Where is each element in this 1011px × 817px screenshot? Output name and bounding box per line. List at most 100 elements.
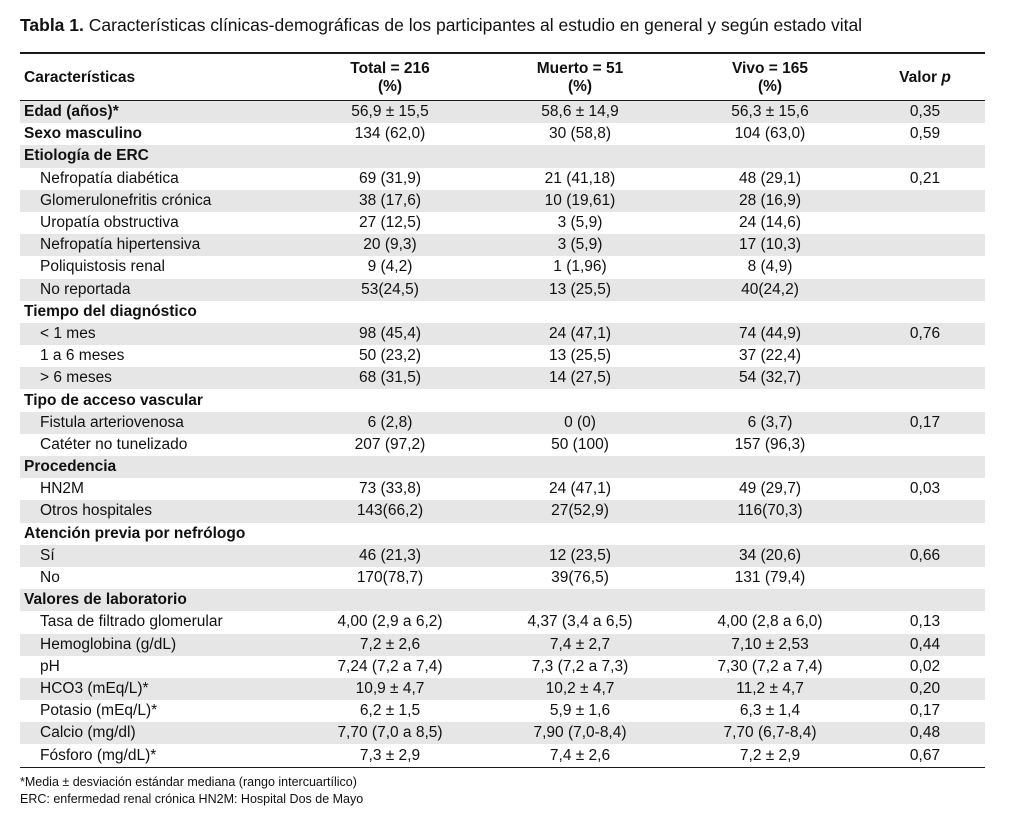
cell-p-value	[865, 389, 985, 411]
cell-vivo: 7,10 ± 2,53	[675, 633, 865, 656]
cell-p-value	[865, 345, 985, 367]
cell-p-value	[865, 301, 985, 323]
header-p-prefix: Valor	[899, 69, 942, 86]
cell-muerto: 5,9 ± 1,6	[549, 702, 611, 720]
cell-muerto	[485, 389, 675, 411]
cell-muerto: 27(52,9)	[485, 500, 675, 523]
row-label: Catéter no tunelizado	[40, 435, 188, 453]
row-label: Tasa de filtrado glomerular	[40, 613, 223, 631]
footnote-1: *Media ± desviación estándar mediana (ra…	[20, 775, 357, 789]
row-label: Fósforo (mg/dL)*	[40, 746, 157, 764]
table-row: > 6 meses 68 (31,5) 14 (27,5) 54 (32,7)	[20, 367, 985, 390]
cell-p-value: 0,20	[865, 677, 985, 701]
table-row: Calcio (mg/dl) 7,70 (7,0 a 8,5) 7,90 (7,0-…	[20, 722, 985, 745]
cell-muerto: 10 (19,61)	[485, 189, 675, 212]
row-label: Valores de laboratorio	[20, 589, 295, 612]
cell-p-value: 0,67	[909, 746, 941, 764]
table-row: Catéter no tunelizado 207 (97,2) 50 (100) 1…	[20, 434, 985, 456]
cell-vivo	[675, 145, 865, 168]
cell-p-value: 0,59	[909, 125, 941, 143]
row-label: > 6 meses	[20, 367, 295, 390]
cell-vivo	[675, 589, 865, 612]
cell-vivo: 6,3 ± 1,4	[739, 702, 801, 720]
cell-vivo: 116(70,3)	[675, 500, 865, 523]
table-body: Edad (años)* 56,9 ± 15,5 58,6 ± 14,9 56,3 ±…	[20, 100, 985, 768]
cell-vivo: 7,2 ± 2,9	[739, 746, 801, 764]
cell-vivo	[675, 523, 865, 545]
cell-total: 69 (31,9)	[358, 169, 422, 187]
cell-p-value	[865, 434, 985, 456]
row-label: Poliquistosis renal	[40, 258, 165, 276]
table-row: Potasio (mEq/L)* 6,2 ± 1,5 5,9 ± 1,6 6,3 ± …	[20, 700, 985, 722]
row-label: Etiología de ERC	[20, 145, 295, 168]
cell-total: 7,3 ± 2,9	[359, 746, 421, 764]
table-row: Hemoglobina (g/dL) 7,2 ± 2,6 7,4 ± 2,7 7,10…	[20, 633, 985, 656]
cell-muerto: 12 (23,5)	[485, 544, 675, 567]
cell-p-value: 0,17	[865, 411, 985, 434]
cell-muerto: 0 (0)	[485, 411, 675, 434]
row-label: Sí	[20, 544, 295, 567]
cell-muerto: 7,4 ± 2,7	[485, 633, 675, 656]
cell-muerto: 10,2 ± 4,7	[485, 677, 675, 701]
cell-vivo: 131 (79,4)	[734, 569, 806, 587]
table-caption: Características clínicas-demográficas de…	[88, 15, 863, 35]
row-label: Atención previa por nefrólogo	[24, 524, 246, 542]
cell-total: 20 (9,3)	[295, 234, 485, 257]
header-vivo-line2: (%)	[757, 78, 783, 95]
cell-vivo: 17 (10,3)	[675, 234, 865, 257]
cell-muerto	[485, 456, 675, 479]
table-row: pH 7,24 (7,2 a 7,4) 7,3 (7,2 a 7,3) 7,30 (7…	[20, 656, 985, 678]
cell-vivo: 157 (96,3)	[734, 435, 806, 453]
row-label: Glomerulonefritis crónica	[20, 189, 295, 212]
cell-p-value	[865, 278, 985, 301]
cell-vivo: 7,70 (6,7-8,4)	[675, 722, 865, 745]
table-row: Fistula arteriovenosa 6 (2,8) 0 (0) 6 (3,7)…	[20, 411, 985, 434]
row-label: Otros hospitales	[20, 500, 295, 523]
row-label: Edad (años)*	[20, 100, 295, 124]
cell-total	[295, 523, 485, 545]
cell-p-value	[865, 189, 985, 212]
row-label: Nefropatía diabética	[40, 169, 179, 187]
cell-muerto: 7,4 ± 2,6	[549, 746, 611, 764]
row-label: Procedencia	[20, 456, 295, 479]
cell-muerto: 4,37 (3,4 a 6,5)	[527, 613, 633, 631]
cell-muerto: 50 (100)	[551, 435, 609, 453]
cell-total	[295, 145, 485, 168]
row-label: Uropatía obstructiva	[40, 214, 179, 232]
cell-muerto: 14 (27,5)	[485, 367, 675, 390]
table-row: HN2M 73 (33,8) 24 (47,1) 49 (29,7) 0,03	[20, 478, 985, 500]
cell-p-value: 0,21	[909, 169, 941, 187]
cell-muerto: 24 (47,1)	[485, 322, 675, 346]
cell-vivo: 7,30 (7,2 a 7,4)	[717, 657, 823, 675]
cell-p-value	[865, 145, 985, 168]
row-label: < 1 mes	[20, 322, 295, 346]
header-total-line2: (%)	[377, 78, 403, 95]
table-row: Glomerulonefritis crónica 38 (17,6) 10 (19…	[20, 189, 985, 212]
cell-p-value	[865, 212, 985, 234]
row-label: Tiempo del diagnóstico	[24, 302, 197, 320]
cell-vivo	[675, 389, 865, 411]
cell-muerto: 7,90 (7,0-8,4)	[485, 722, 675, 745]
cell-total: 9 (4,2)	[367, 258, 413, 276]
table-row: Fósforo (mg/dL)* 7,3 ± 2,9 7,4 ± 2,6 7,2 ± …	[20, 744, 985, 768]
cell-muerto: 13 (25,5)	[485, 278, 675, 301]
cell-vivo: 34 (20,6)	[675, 544, 865, 567]
table-row: Tiempo del diagnóstico	[20, 301, 985, 323]
header-total-line1: Total = 216	[350, 60, 430, 77]
cell-total	[295, 589, 485, 612]
cell-vivo: 6 (3,7)	[675, 411, 865, 434]
cell-vivo: 54 (32,7)	[675, 367, 865, 390]
cell-p-value: 0,13	[909, 613, 941, 631]
cell-muerto: 13 (25,5)	[548, 347, 612, 365]
cell-muerto	[485, 301, 675, 323]
cell-p-value: 0,35	[865, 100, 985, 124]
cell-vivo: 24 (14,6)	[738, 214, 802, 232]
cell-p-value: 0,44	[865, 633, 985, 656]
cell-p-value	[865, 367, 985, 390]
cell-muerto	[485, 523, 675, 545]
cell-total	[295, 456, 485, 479]
row-label: Fistula arteriovenosa	[20, 411, 295, 434]
header-p-italic: p	[941, 69, 951, 86]
cell-total: 73 (33,8)	[358, 480, 422, 498]
cell-total	[295, 301, 485, 323]
